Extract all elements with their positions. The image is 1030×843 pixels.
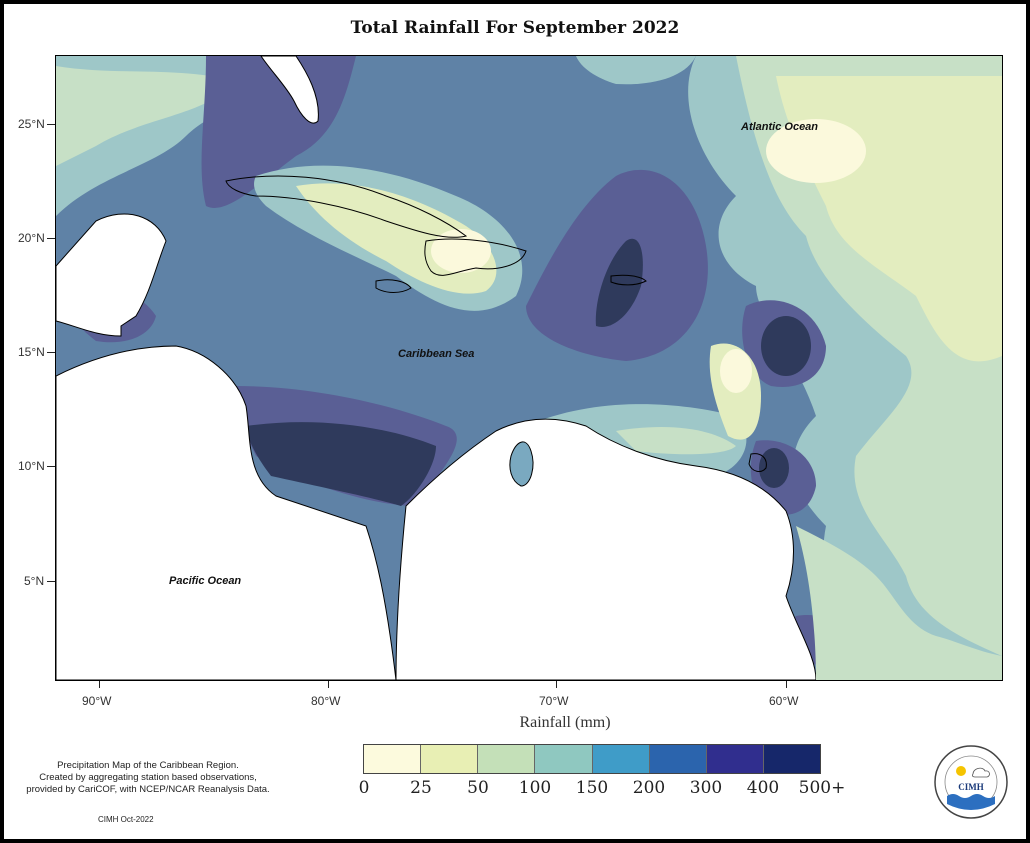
legend-label: 0 [358,778,370,798]
legend-swatch [706,745,764,773]
legend-swatch [592,745,650,773]
note-line: Precipitation Map of the Caribbean Regio… [57,760,239,771]
y-tick-label: 10°N [18,459,45,473]
x-tick-label: 60°W [769,694,799,708]
land-florida [260,56,319,124]
rain-zone-atlantic-driest [766,119,866,183]
y-tick-label: 15°N [18,345,45,359]
land-guiana-rain [796,526,1002,680]
sun-icon [956,766,966,776]
map-description: Precipitation Map of the Caribbean Regio… [4,760,292,796]
x-tick-mark [786,681,787,688]
note-line: provided by CariCOF, with NCEP/NCAR Rean… [26,784,270,795]
legend-swatch [364,745,422,773]
cimh-logo-svg: CIMH [934,745,1008,819]
y-tick-mark [47,124,55,125]
rain-zone-north [576,56,696,85]
legend-label: 150 [575,778,609,798]
legend-swatch [421,745,479,773]
x-tick-mark [328,681,329,688]
island-hispaniola [424,238,527,276]
lake-maracaibo [509,441,534,487]
island-cuba [225,175,468,238]
legend-label: 200 [632,778,666,798]
label-caribbean-sea: Caribbean Sea [398,348,475,360]
legend-label: 100 [518,778,552,798]
color-legend [363,744,821,774]
cloud-icon [972,767,990,778]
land-central-america [56,345,397,680]
rain-zone-se-caribbean-light [616,426,736,455]
x-tick-label: 70°W [539,694,569,708]
y-tick-mark [47,466,55,467]
rainfall-map: Atlantic Ocean Caribbean Sea Pacific Oce… [55,55,1003,681]
legend-swatch [478,745,536,773]
x-tick-label: 80°W [311,694,341,708]
legend-label: 25 [410,778,432,798]
legend-label: 300 [689,778,723,798]
label-pacific-ocean: Pacific Ocean [169,575,242,587]
y-tick-label: 5°N [24,574,45,588]
y-tick-mark [47,581,55,582]
y-tick-label: 25°N [18,117,45,131]
x-axis-label: Rainfall (mm) [519,714,611,731]
legend-label: 50 [467,778,489,798]
cimh-logo: CIMH [933,744,1009,820]
legend-swatch [763,745,820,773]
rain-zone-bahamas-wet [201,56,356,208]
land-south-america [395,418,817,680]
x-tick-mark [99,681,100,688]
island-trinidad [748,453,767,472]
rain-zone-central-wettest [246,422,436,506]
rain-zone-trinidad-wettest [759,448,789,488]
island-puerto-rico [610,274,647,286]
rainfall-map-svg [56,56,1002,680]
legend-swatch [535,745,593,773]
y-tick-mark [47,238,55,239]
rain-zone-puerto-rico-wettest [595,238,643,327]
rain-zone-gulf-light [56,66,236,166]
rain-zone-barbados-driest [720,349,752,393]
x-tick-mark [556,681,557,688]
x-tick-label: 90°W [82,694,112,708]
credit-text: CIMH Oct-2022 [98,815,154,824]
rain-zone-lesser-antilles-wettest [761,316,811,376]
map-title: Total Rainfall For September 2022 [350,18,680,38]
logo-text: CIMH [958,782,984,792]
island-jamaica [375,279,412,293]
label-atlantic-ocean: Atlantic Ocean [741,121,819,133]
wave-icon [947,794,995,810]
legend-label: 400 [746,778,780,798]
note-line: Created by aggregating station based obs… [39,772,257,783]
legend-swatch [649,745,707,773]
y-tick-mark [47,352,55,353]
y-tick-label: 20°N [18,231,45,245]
land-yucatan [56,213,167,337]
legend-label: 500+ [798,778,846,798]
